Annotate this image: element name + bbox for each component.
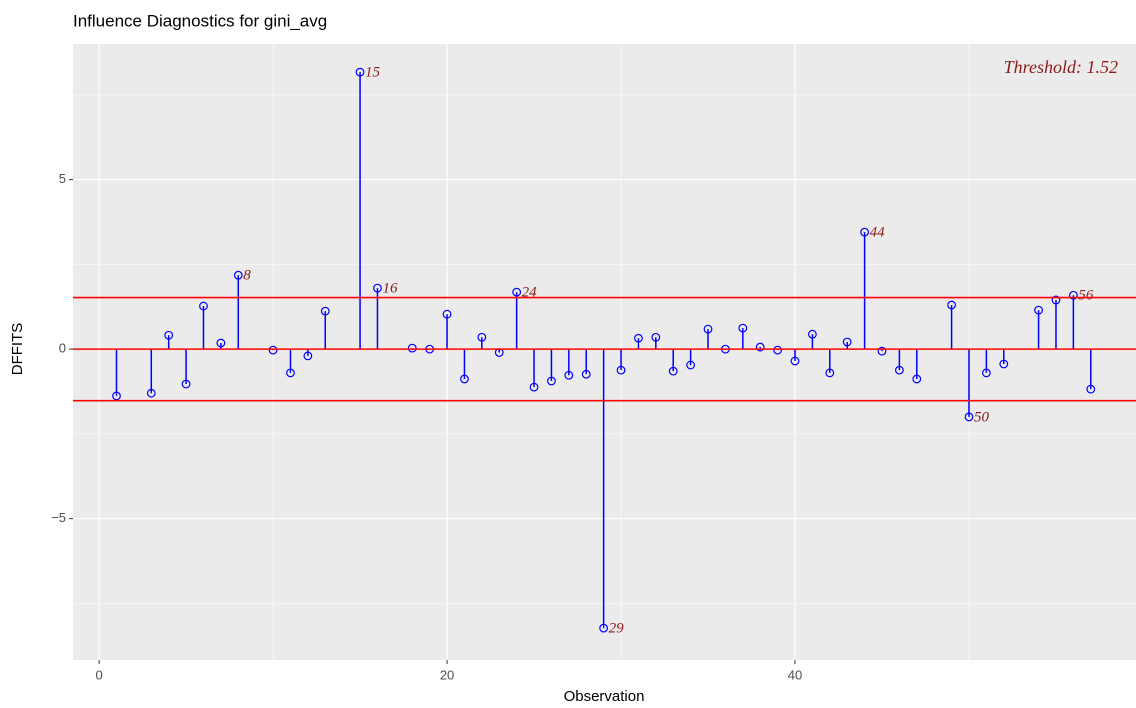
point: [842, 337, 852, 347]
point-label: 44: [870, 225, 886, 241]
point: [877, 346, 887, 356]
y-tick-label: −5: [51, 510, 66, 525]
x-tick-label: 20: [440, 667, 454, 682]
point: [686, 360, 696, 370]
y-axis-title: DFFITS: [9, 323, 26, 376]
threshold-annotation: Threshold: 1.52: [1004, 57, 1118, 77]
point: [860, 227, 869, 237]
point: [407, 343, 417, 353]
point: [808, 329, 817, 339]
point: [651, 332, 661, 342]
point: [512, 287, 522, 297]
point: [373, 283, 382, 293]
point: [529, 382, 539, 392]
point: [999, 359, 1009, 369]
point: [825, 368, 835, 378]
x-tick-label: 40: [788, 667, 802, 682]
point: [112, 391, 121, 401]
point: [894, 365, 904, 375]
point: [286, 368, 295, 378]
point: [460, 374, 469, 384]
point: [668, 366, 678, 376]
point: [146, 388, 156, 398]
point: [1034, 305, 1043, 315]
point: [355, 67, 365, 77]
point: [1068, 290, 1078, 300]
point-label: 15: [365, 65, 381, 81]
point: [477, 332, 487, 342]
point: [164, 330, 174, 340]
point: [616, 365, 626, 375]
point: [790, 356, 800, 366]
point: [738, 323, 748, 333]
plot-panel: [73, 44, 1136, 660]
x-tick-label: 0: [95, 667, 102, 682]
point-label: 56: [1078, 288, 1094, 304]
point: [1086, 384, 1096, 394]
point: [964, 412, 974, 422]
point: [564, 370, 574, 380]
point: [581, 369, 591, 379]
point-label: 24: [522, 285, 538, 301]
point: [442, 309, 452, 319]
point: [181, 379, 191, 389]
point: [703, 324, 713, 334]
point: [599, 623, 609, 633]
point-label: 16: [382, 281, 398, 297]
point: [547, 376, 556, 386]
point: [233, 270, 243, 280]
x-axis-title: Observation: [564, 688, 645, 705]
point-label: 50: [974, 409, 990, 425]
point: [199, 301, 208, 311]
point: [320, 306, 330, 316]
y-tick-label: 0: [59, 341, 66, 356]
point: [303, 351, 313, 361]
point: [268, 345, 278, 355]
point: [755, 342, 765, 352]
point-label: 29: [609, 621, 625, 637]
point: [981, 368, 991, 378]
point: [912, 374, 922, 384]
point: [947, 300, 956, 310]
point: [773, 345, 783, 355]
point-label: 8: [243, 268, 251, 284]
y-tick-label: 5: [59, 171, 66, 186]
point: [216, 338, 226, 348]
point: [634, 333, 643, 343]
chart-title: Influence Diagnostics for gini_avg: [73, 11, 327, 30]
point: [1051, 295, 1061, 305]
